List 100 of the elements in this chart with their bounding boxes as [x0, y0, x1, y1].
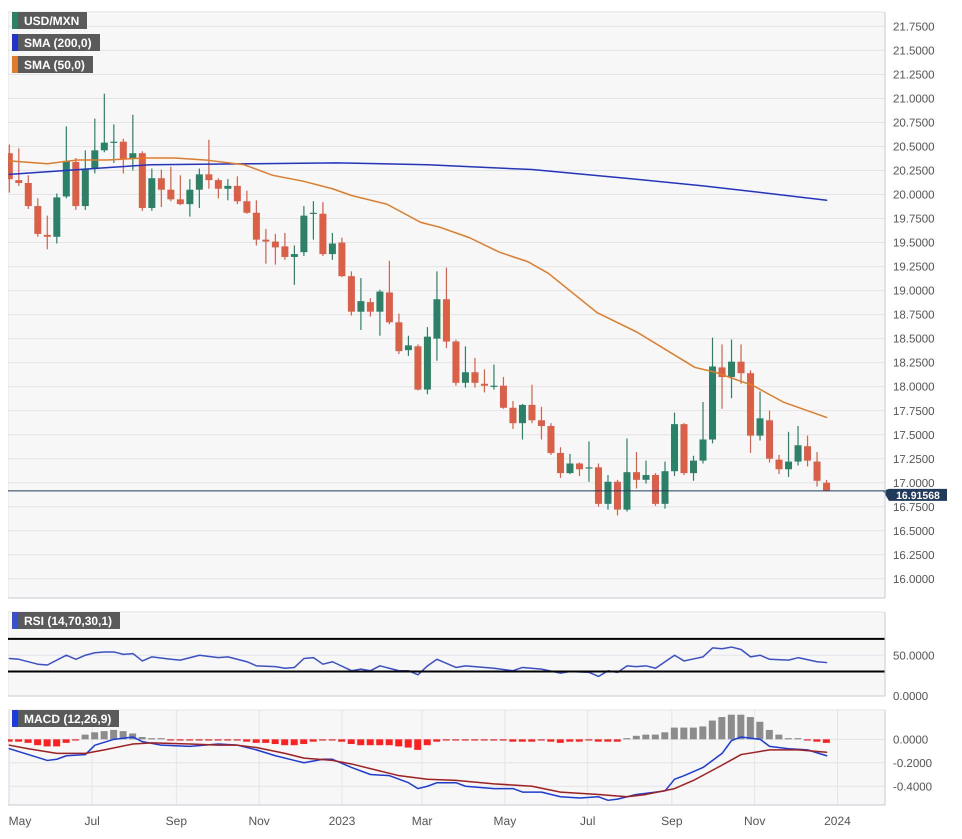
x-tick-label: 2023	[328, 814, 356, 828]
bar	[357, 739, 364, 746]
line-series	[8, 646, 828, 678]
legend-label: SMA (200,0)	[24, 36, 92, 50]
candlestick	[196, 168, 203, 209]
candlestick	[110, 124, 118, 164]
bar	[775, 734, 782, 740]
candlestick	[224, 178, 232, 201]
candlestick	[290, 244, 298, 286]
bar	[642, 734, 650, 740]
bar	[62, 739, 70, 743]
candlestick	[376, 289, 384, 336]
bar	[100, 731, 108, 740]
x-tick-label: Nov	[248, 814, 270, 828]
bar	[272, 739, 279, 744]
y-tick-label: 21.7500	[893, 21, 935, 34]
bar	[300, 739, 308, 744]
candlestick	[366, 298, 374, 318]
candlestick	[44, 215, 51, 250]
bar	[91, 732, 98, 740]
bar	[386, 739, 393, 746]
candlestick	[785, 431, 792, 478]
bar	[138, 736, 146, 740]
bar	[290, 739, 298, 746]
y-tick-label: 50.0000	[893, 650, 935, 662]
bar	[252, 739, 260, 743]
y-tick-label: 18.0000	[893, 382, 935, 394]
y-tick-label: 19.7500	[893, 214, 935, 226]
candlestick	[738, 344, 745, 384]
legend-label: RSI (14,70,30,1)	[24, 614, 112, 628]
candlestick	[471, 357, 478, 388]
candlestick	[814, 451, 821, 488]
candlestick	[404, 335, 412, 357]
x-tick-label: 2024	[824, 814, 852, 828]
candlestick	[500, 376, 507, 410]
bar	[690, 728, 697, 740]
candlestick	[357, 278, 364, 331]
candlestick	[120, 138, 127, 174]
bar	[766, 730, 773, 740]
y-tick-label: 17.0000	[893, 478, 935, 490]
bar	[44, 739, 51, 746]
candlestick	[167, 166, 174, 202]
bar	[661, 732, 668, 740]
bar	[699, 726, 706, 740]
y-tick-label: 16.2500	[893, 550, 935, 562]
candlestick	[176, 174, 184, 206]
bar	[262, 739, 270, 743]
bar	[82, 734, 89, 740]
candlestick	[214, 178, 222, 199]
candlestick	[528, 384, 536, 424]
ref-line-label: 16.91568	[896, 490, 940, 502]
bar	[424, 739, 431, 746]
y-tick-label: -0.4000	[893, 781, 932, 794]
candlestick	[272, 233, 279, 266]
candlestick	[700, 401, 707, 464]
y-tick-label: 17.7500	[893, 406, 935, 418]
candlestick	[262, 228, 270, 264]
candlestick	[129, 114, 136, 172]
candlestick	[205, 139, 212, 190]
candlestick	[243, 190, 250, 214]
candlestick	[15, 148, 22, 186]
candlestick	[538, 406, 545, 440]
bar	[680, 728, 688, 740]
bar	[414, 739, 422, 750]
y-tick-label: 18.2500	[893, 358, 935, 370]
candlestick	[776, 454, 783, 475]
bar	[746, 717, 754, 740]
y-tick-label: 0.0000	[893, 734, 928, 746]
candlestick	[566, 453, 574, 475]
y-tick-label: 16.7500	[893, 502, 935, 514]
candlestick	[186, 178, 194, 218]
y-tick-label: 20.5000	[893, 142, 935, 154]
bar	[670, 728, 678, 740]
candlestick	[604, 474, 612, 510]
bar	[395, 739, 402, 746]
candlestick	[804, 435, 812, 467]
candlestick	[281, 232, 288, 260]
x-tick-label: Sep	[166, 814, 188, 828]
y-tick-label: 21.0000	[893, 94, 935, 106]
legend-label: USD/MXN	[24, 14, 80, 28]
bar	[652, 734, 659, 740]
bar	[281, 739, 288, 746]
candlestick	[234, 176, 241, 205]
bar	[110, 730, 118, 740]
y-tick-label: 21.5000	[893, 46, 935, 58]
y-tick-label: 17.5000	[893, 430, 935, 442]
bar	[404, 739, 412, 748]
x-tick-label: Mar	[412, 814, 432, 828]
y-tick-label: 17.2500	[893, 454, 935, 466]
bar	[24, 739, 32, 743]
y-tick-label: 19.0000	[893, 286, 935, 298]
legend-label: MACD (12,26,9)	[24, 712, 112, 726]
candlestick	[462, 346, 469, 388]
bar	[556, 739, 564, 743]
candlestick	[158, 168, 165, 208]
y-tick-label: 18.5000	[893, 334, 935, 346]
bar	[376, 739, 384, 746]
x-tick-label: May	[8, 814, 32, 828]
candlestick	[576, 462, 583, 477]
y-tick-label: -0.2000	[893, 758, 932, 770]
